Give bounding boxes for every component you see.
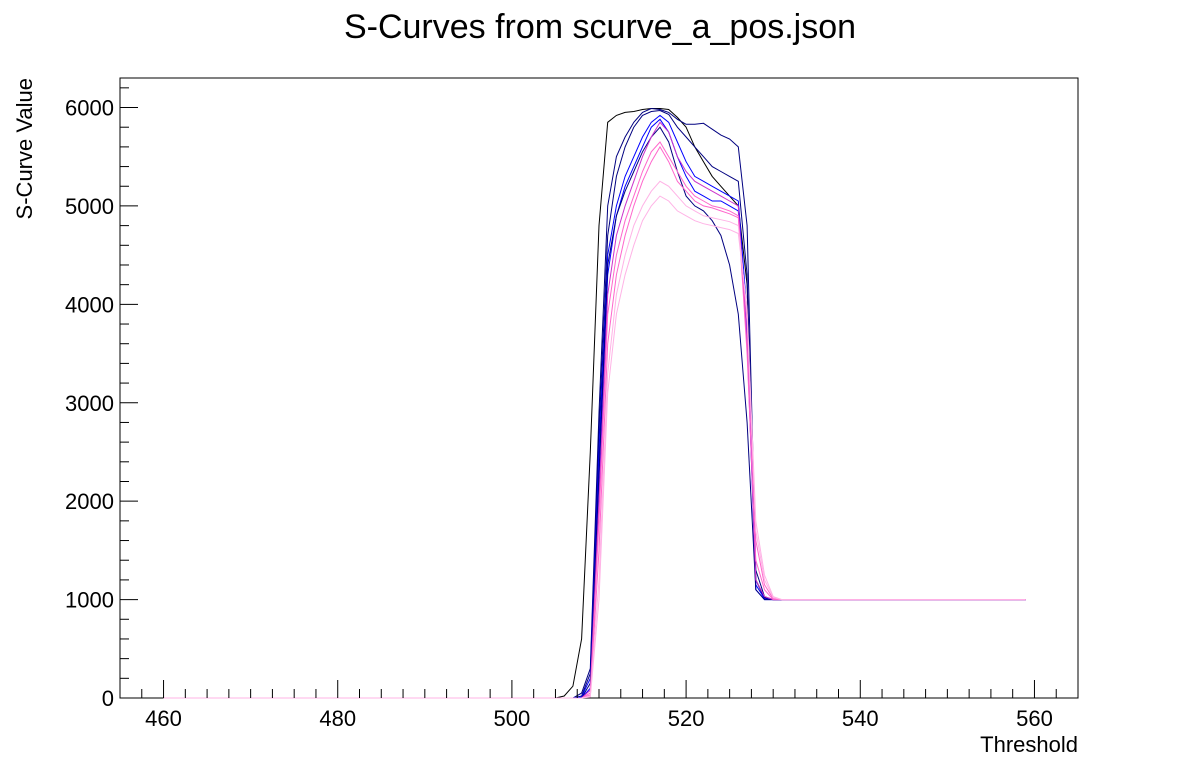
x-tick-label: 560 <box>1016 706 1053 731</box>
x-tick-label: 480 <box>319 706 356 731</box>
x-tick-label: 460 <box>145 706 182 731</box>
x-tick-label: 500 <box>494 706 531 731</box>
y-tick-label: 0 <box>102 686 114 711</box>
axis-layer: 460 480 500 520 540 560 0 1000 2000 3000 4000 5000 6… <box>65 87 1079 731</box>
series-line-11 <box>163 195 1026 699</box>
x-tick-label: 520 <box>668 706 705 731</box>
y-tick-label: 3000 <box>65 391 114 416</box>
series-line-9 <box>163 145 1026 699</box>
series-layer <box>163 107 1026 699</box>
x-axis-label: Threshold <box>980 732 1078 757</box>
y-tick-label: 1000 <box>65 588 114 613</box>
x-tick-label: 540 <box>842 706 879 731</box>
series-line-8 <box>163 141 1026 699</box>
y-tick-label: 5000 <box>65 194 114 219</box>
chart-title: S-Curves from scurve_a_pos.json <box>344 8 856 46</box>
series-line-2 <box>163 107 1026 699</box>
y-tick-label: 6000 <box>65 96 114 121</box>
y-axis-label: S-Curve Value <box>12 78 37 219</box>
series-line-6 <box>163 126 1026 699</box>
y-tick-label: 4000 <box>65 292 114 317</box>
y-tick-label: 2000 <box>65 489 114 514</box>
